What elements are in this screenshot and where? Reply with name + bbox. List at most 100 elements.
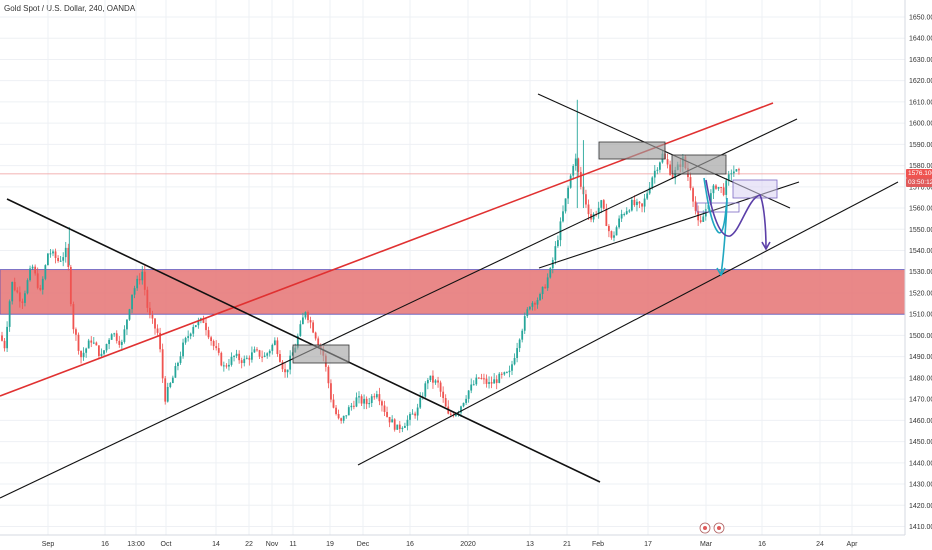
candle-body bbox=[49, 253, 52, 255]
candle-body bbox=[393, 419, 396, 430]
candle-body bbox=[164, 378, 167, 402]
candle-body bbox=[207, 330, 210, 338]
candle-body bbox=[64, 247, 67, 258]
candle-body bbox=[386, 411, 388, 417]
candle-body bbox=[424, 383, 427, 397]
x-tick-label: Oct bbox=[161, 541, 172, 548]
candle-body bbox=[286, 369, 289, 373]
candle-body bbox=[381, 401, 383, 406]
candle-body bbox=[360, 396, 363, 404]
candle-body bbox=[383, 405, 386, 412]
candle-body bbox=[151, 314, 154, 319]
candle-body bbox=[317, 338, 320, 346]
candle-body bbox=[141, 271, 144, 281]
candle-body bbox=[29, 268, 31, 281]
candle-body bbox=[47, 253, 49, 266]
candle-body bbox=[585, 194, 587, 205]
trend-drawings[interactable] bbox=[0, 93, 899, 499]
candle-body bbox=[62, 257, 65, 261]
candle-body bbox=[406, 419, 409, 426]
rectangle-zone-lavender[interactable] bbox=[732, 179, 778, 199]
candle-body bbox=[75, 329, 77, 335]
candle-body bbox=[289, 355, 292, 370]
candle-body bbox=[85, 348, 88, 353]
y-tick-label: 1650.000 bbox=[909, 14, 932, 21]
candle-body bbox=[516, 348, 518, 358]
x-tick-label: Nov bbox=[266, 541, 279, 548]
x-tick-label: 13 bbox=[526, 541, 534, 548]
bottom-support-trendline[interactable] bbox=[357, 181, 899, 466]
candle-body bbox=[355, 397, 358, 407]
y-tick-label: 1500.000 bbox=[909, 333, 932, 340]
candle-body bbox=[105, 344, 108, 351]
candle-body bbox=[727, 174, 730, 181]
candle-body bbox=[735, 169, 738, 172]
candle-body bbox=[592, 213, 595, 220]
candle-body bbox=[618, 218, 620, 228]
rectangle-zone-gray[interactable] bbox=[671, 154, 727, 175]
candle-body bbox=[243, 358, 246, 364]
candle-body bbox=[3, 340, 6, 349]
candle-body bbox=[113, 333, 116, 335]
candle-body bbox=[166, 387, 169, 402]
candle-body bbox=[531, 302, 534, 307]
candle-body bbox=[549, 268, 552, 278]
candle-body bbox=[228, 364, 230, 367]
descending-trendline[interactable] bbox=[6, 198, 601, 483]
candle-body bbox=[506, 372, 508, 374]
candle-body bbox=[636, 201, 638, 206]
candle-body bbox=[720, 187, 722, 189]
y-tick-label: 1420.000 bbox=[909, 503, 932, 510]
candle-body bbox=[18, 292, 21, 302]
candle-body bbox=[396, 424, 399, 430]
candle-body bbox=[432, 375, 434, 383]
candle-body bbox=[666, 159, 669, 165]
candle-body bbox=[702, 216, 705, 222]
candle-body bbox=[500, 373, 503, 375]
candle-body bbox=[159, 332, 161, 350]
candle-body bbox=[194, 325, 197, 327]
teal-projection-path[interactable] bbox=[703, 177, 728, 275]
candle-body bbox=[80, 350, 82, 358]
candle-body bbox=[67, 247, 70, 267]
candle-body bbox=[483, 378, 485, 380]
candle-body bbox=[554, 246, 557, 260]
candle-body bbox=[143, 271, 146, 290]
candle-body bbox=[131, 294, 133, 310]
y-tick-label: 1530.000 bbox=[909, 269, 932, 276]
candle-body bbox=[215, 346, 218, 349]
candle-body bbox=[169, 383, 172, 388]
candle-body bbox=[8, 301, 11, 327]
rectangle-zone-gray[interactable] bbox=[292, 344, 350, 364]
candle-body bbox=[653, 170, 656, 178]
candle-body bbox=[613, 235, 615, 238]
x-tick-label: 13:00 bbox=[127, 541, 145, 548]
candle-body bbox=[610, 231, 613, 238]
candle-body bbox=[304, 312, 307, 318]
candle-body bbox=[358, 396, 360, 398]
candle-body bbox=[605, 208, 608, 226]
y-tick-label: 1480.000 bbox=[909, 375, 932, 382]
candle-body bbox=[559, 221, 562, 241]
rectangle-zone-lavender[interactable] bbox=[696, 202, 740, 213]
candle-body bbox=[312, 322, 314, 333]
rectangle-zone-gray[interactable] bbox=[598, 141, 666, 160]
x-tick-label: 11 bbox=[289, 541, 296, 548]
purple-projection-path[interactable] bbox=[705, 179, 767, 249]
support-resistance-zone bbox=[0, 173, 906, 315]
candle-body bbox=[95, 342, 98, 346]
candle-body bbox=[725, 180, 728, 195]
candle-body bbox=[24, 293, 26, 303]
candle-body bbox=[694, 201, 697, 211]
candle-body bbox=[569, 175, 572, 188]
candle-body bbox=[353, 405, 355, 407]
candle-body bbox=[541, 286, 544, 295]
lower-channel-trendline[interactable] bbox=[0, 118, 798, 499]
x-tick-label: 2020 bbox=[460, 541, 476, 548]
candle-body bbox=[235, 353, 238, 356]
candle-body bbox=[149, 307, 151, 315]
candle-body bbox=[342, 415, 345, 421]
candle-body bbox=[365, 398, 368, 405]
candle-body bbox=[128, 309, 131, 320]
